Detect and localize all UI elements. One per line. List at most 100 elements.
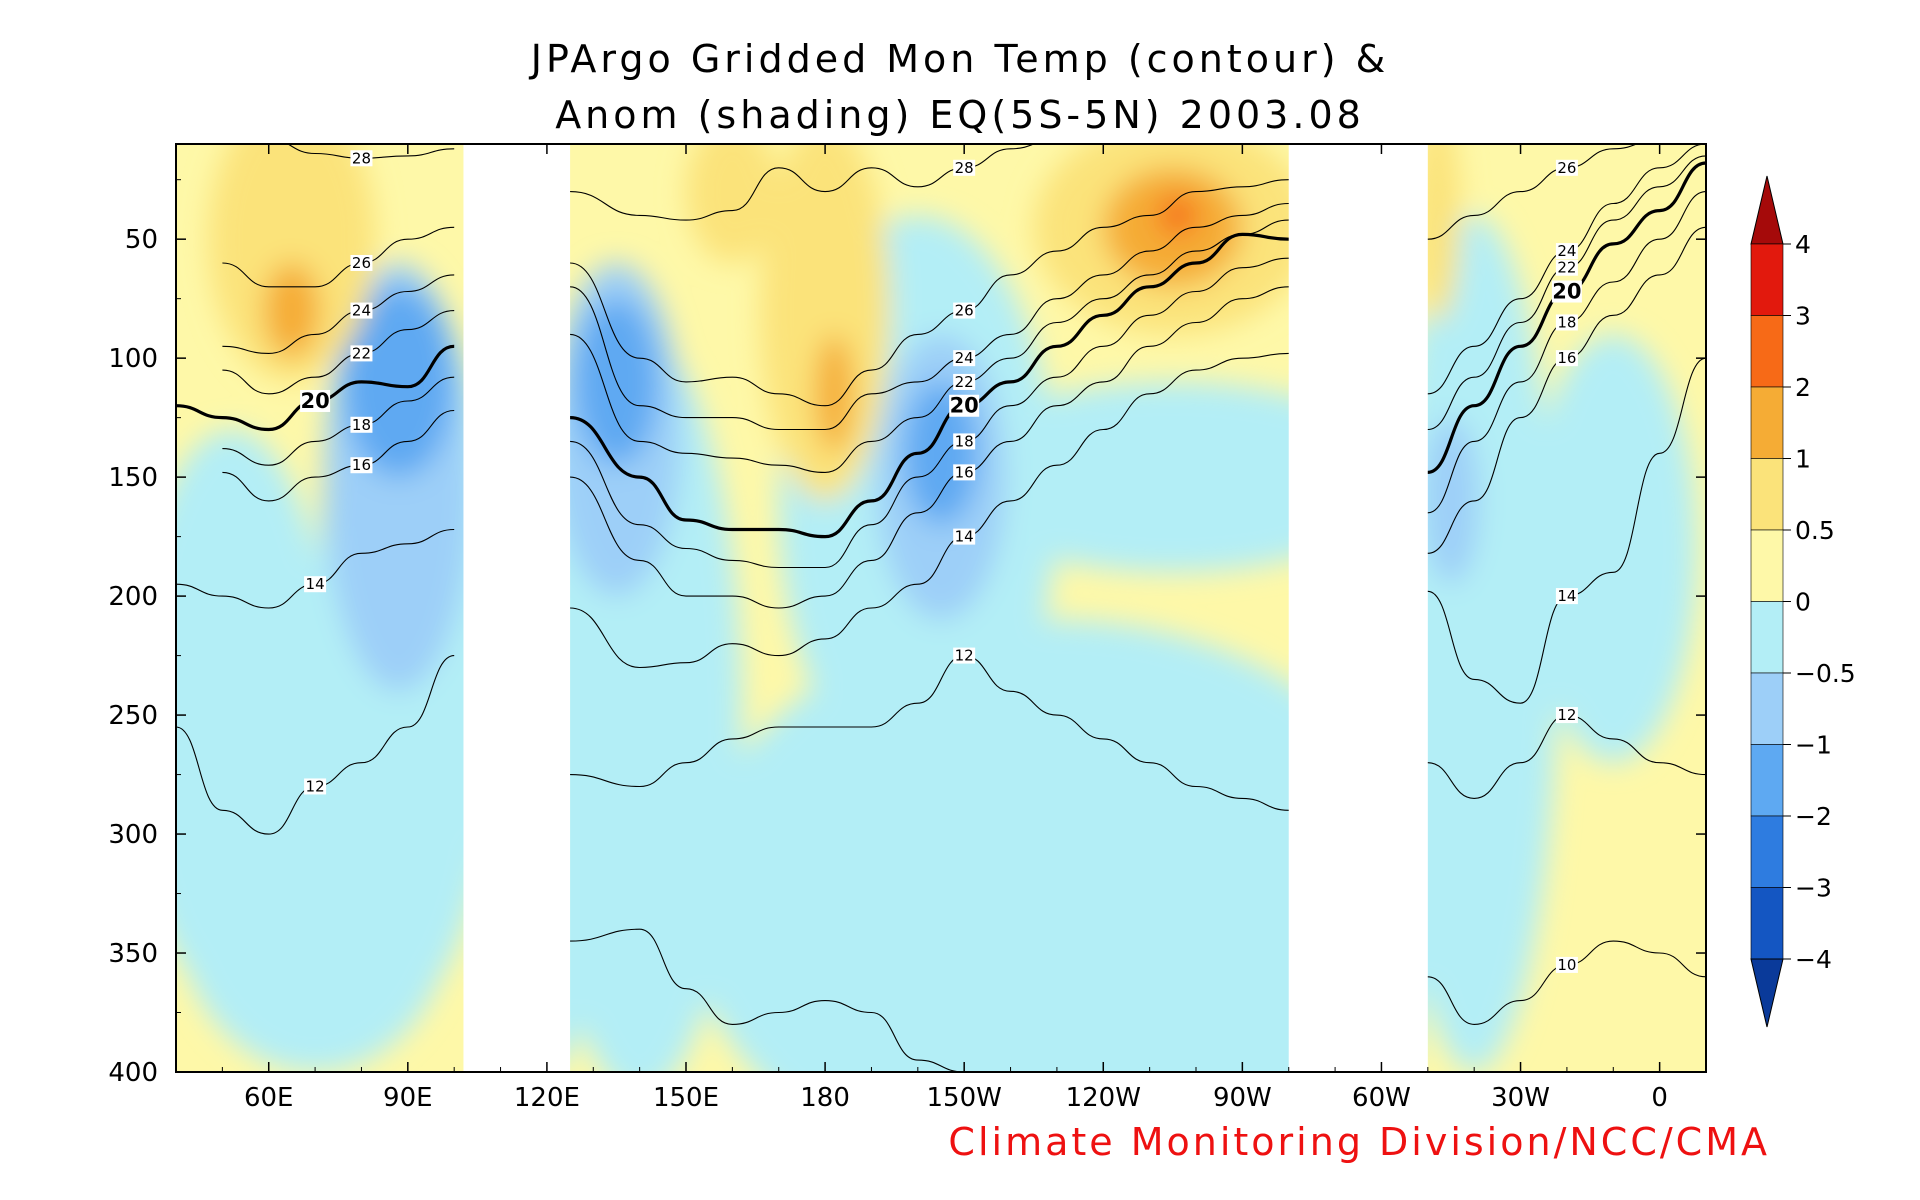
contour-label-bg xyxy=(1555,243,1578,260)
contour-label-bg xyxy=(350,302,373,319)
x-tick-label: 60W xyxy=(1352,1083,1411,1113)
contour-label-bg xyxy=(350,457,373,474)
colorbar-label: 3 xyxy=(1795,302,1811,331)
contour-label-14: 14 xyxy=(1557,587,1576,605)
y-tick-label: 250 xyxy=(108,701,158,731)
anomaly-blob xyxy=(732,691,918,1072)
contour-label-bg xyxy=(953,159,976,176)
contour-label-bg xyxy=(1555,956,1578,973)
colorbar-segment xyxy=(1750,601,1784,674)
y-tick-label: 350 xyxy=(108,939,158,969)
contour-label-20: 20 xyxy=(950,394,979,418)
isotherm-14 xyxy=(570,352,1289,669)
isotherm-16 xyxy=(570,286,1289,609)
contour-label-bg xyxy=(1555,314,1578,331)
colorbar-bottom-arrow xyxy=(1750,958,1784,1028)
y-tick-label: 400 xyxy=(108,1058,158,1088)
isotherm-26 xyxy=(570,179,1289,407)
isotherm-18 xyxy=(570,257,1289,569)
x-tick-label: 120E xyxy=(514,1083,580,1113)
contour-label-bg xyxy=(304,576,327,593)
anomaly-blob xyxy=(1158,196,1197,235)
contour-label-bg xyxy=(953,373,976,390)
x-tick-label: 120W xyxy=(1066,1083,1141,1113)
contour-label-20: 20 xyxy=(1552,280,1581,304)
contour-label-26: 26 xyxy=(352,254,371,272)
anomaly-blob xyxy=(1529,334,1697,763)
isotherm-26 xyxy=(222,226,455,288)
x-tick-label: 90W xyxy=(1213,1083,1272,1113)
colorbar-segment xyxy=(1750,529,1784,602)
anomaly-blob xyxy=(815,334,853,454)
y-tick-label: 100 xyxy=(108,344,158,374)
contour-label-bg xyxy=(350,254,373,271)
contour-label-16: 16 xyxy=(1557,349,1576,367)
missing-data-bands xyxy=(463,144,1428,1072)
contour-label-26: 26 xyxy=(955,302,974,320)
contour-label-24: 24 xyxy=(955,349,974,367)
colorbar-label: −1 xyxy=(1795,731,1832,760)
credit-text: Climate Monitoring Division/NCC/CMA xyxy=(948,1120,1770,1164)
chart-title-line-2: Anom (shading) EQ(5S-5N) 2003.08 xyxy=(555,93,1365,137)
contour-label-bg xyxy=(949,394,980,417)
contour-label-14: 14 xyxy=(306,575,325,593)
contour-label-bg xyxy=(953,528,976,545)
colorbar-segment xyxy=(1750,458,1784,531)
colorbar-segment xyxy=(1750,887,1784,960)
colorbar-segment xyxy=(1750,243,1784,316)
isotherm-22 xyxy=(222,310,455,395)
contour-label-22: 22 xyxy=(1557,259,1576,277)
contour-label-18: 18 xyxy=(955,432,974,450)
anomaly-blob xyxy=(1390,215,1558,1072)
plot-frame xyxy=(175,143,1707,1073)
contour-label-bg xyxy=(953,302,976,319)
isotherm-28 xyxy=(286,144,455,159)
missing-band xyxy=(463,144,571,1072)
contour-label-16: 16 xyxy=(955,463,974,481)
colorbar-segment xyxy=(1750,672,1784,745)
isotherm-12 xyxy=(570,655,1289,811)
colorbar-segment xyxy=(1750,815,1784,888)
y-tick-label: 150 xyxy=(108,463,158,493)
isotherm-16 xyxy=(222,409,455,502)
anomaly-blob xyxy=(1423,417,1479,585)
isotherm-20 xyxy=(569,232,1289,539)
contour-label-18: 18 xyxy=(1557,313,1576,331)
contour-label-bg xyxy=(1551,280,1582,303)
contour-label-bg xyxy=(953,350,976,367)
contour-label-22: 22 xyxy=(955,373,974,391)
contour-label-24: 24 xyxy=(352,302,371,320)
contour-label-bg xyxy=(304,778,327,795)
anomaly-blob xyxy=(208,144,376,382)
x-tick-label: 150E xyxy=(653,1083,719,1113)
colorbar-label: −4 xyxy=(1795,945,1832,974)
contour-label-12: 12 xyxy=(1557,706,1576,724)
contour-label-28: 28 xyxy=(955,159,974,177)
contour-label-bg xyxy=(350,416,373,433)
contour-label-12: 12 xyxy=(955,647,974,665)
contour-label-bg xyxy=(953,464,976,481)
contour-label-bg xyxy=(1555,159,1578,176)
y-tick-label: 50 xyxy=(125,225,158,255)
colorbar-segment xyxy=(1750,744,1784,817)
contour-label-bg xyxy=(1555,588,1578,605)
anomaly-blob xyxy=(686,144,779,263)
colorbar-segment xyxy=(1750,315,1784,388)
contour-label-bg xyxy=(350,345,373,362)
colorbar-label: 0.5 xyxy=(1795,516,1835,545)
contour-label-16: 16 xyxy=(352,456,371,474)
x-tick-label: 30W xyxy=(1491,1083,1550,1113)
contour-label-22: 22 xyxy=(352,344,371,362)
isotherm-contours xyxy=(176,144,1706,1072)
contour-label-20: 20 xyxy=(300,389,329,413)
contour-label-bg xyxy=(1555,707,1578,724)
contour-label-bg xyxy=(350,150,373,167)
colorbar-segment xyxy=(1750,386,1784,459)
contour-label-24: 24 xyxy=(1557,242,1576,260)
x-tick-label: 60E xyxy=(244,1083,294,1113)
colorbar-label: 2 xyxy=(1795,373,1811,402)
isotherm-22 xyxy=(570,219,1289,473)
colorbar-label: 1 xyxy=(1795,445,1811,474)
